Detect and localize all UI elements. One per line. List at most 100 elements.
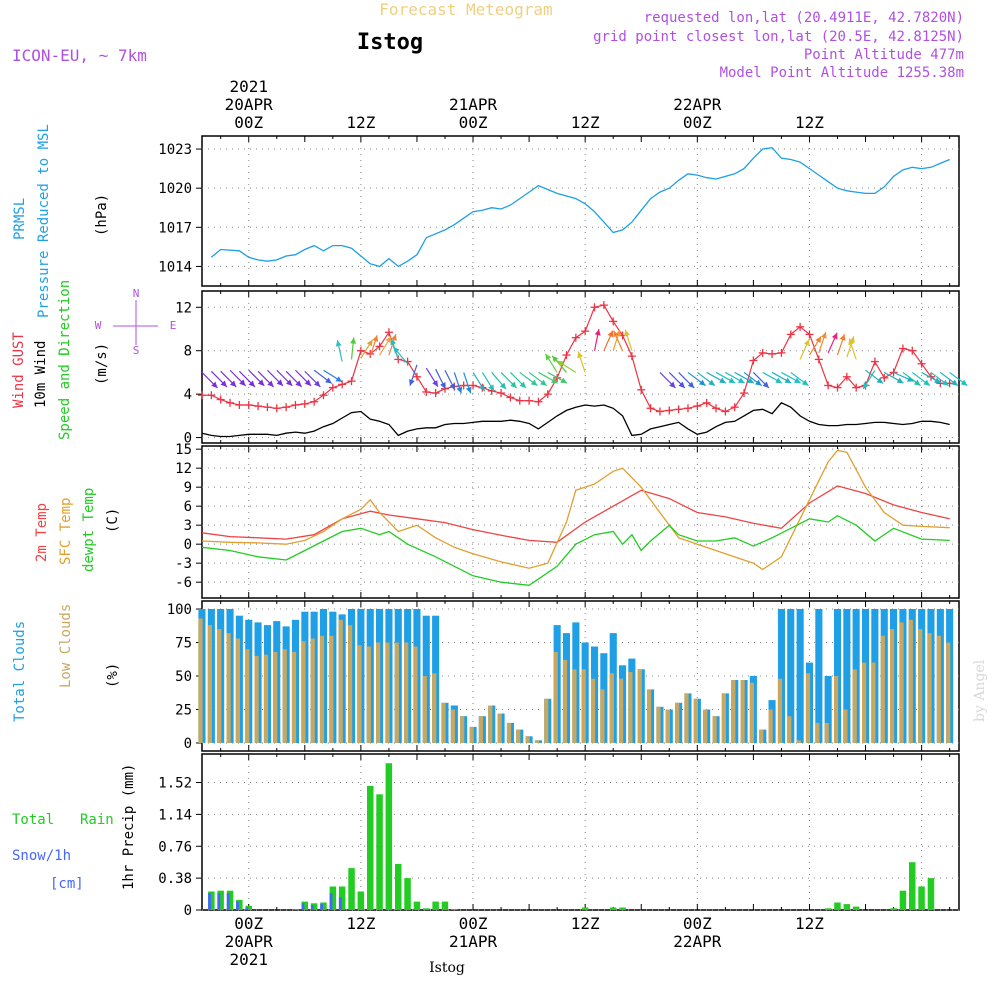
- gust-marker: [366, 349, 375, 358]
- gust-marker: [683, 404, 692, 413]
- gust-marker: [543, 390, 552, 399]
- gust-marker: [768, 349, 777, 358]
- gust-marker: [880, 373, 889, 382]
- wind-speed-dir-label: Speed and Direction: [57, 280, 73, 440]
- rain-bar: [208, 891, 215, 910]
- low-cloud-bar: [329, 635, 334, 743]
- snow-bar: [320, 904, 323, 910]
- wind-arrow: [257, 370, 275, 388]
- wind-arrow: [444, 369, 456, 391]
- wind-arrow: [781, 371, 801, 384]
- gust-marker: [216, 395, 225, 404]
- wind-arrow: [491, 372, 507, 390]
- rain-bar: [292, 909, 299, 910]
- precip-labels: Total Rain Snow/1h [cm] 1hr Precip (mm): [12, 764, 137, 892]
- wind-arrow-head: [876, 377, 884, 384]
- wind-arrow-head: [552, 355, 559, 363]
- gust-marker: [226, 398, 235, 407]
- wind-arrow: [201, 372, 218, 389]
- wind-arrow-head: [699, 379, 706, 386]
- wind-arrow: [276, 369, 293, 387]
- wind-arrow-head: [848, 338, 854, 346]
- gust-marker: [646, 404, 655, 413]
- snow-bar: [245, 907, 249, 910]
- top-time-label: 12Z: [571, 113, 600, 132]
- temp-sfc-line: [201, 449, 950, 571]
- low-cloud-bar: [591, 678, 596, 743]
- total-rain-label-1: Total: [12, 812, 54, 828]
- rain-bar: [357, 891, 365, 910]
- gust-marker: [674, 405, 683, 414]
- wind-arrow-head: [295, 380, 302, 387]
- low-cloud-bar: [226, 633, 231, 743]
- low-cloud-bar: [301, 641, 306, 743]
- wind-arrow-head: [863, 382, 869, 389]
- wind-arrow-head: [456, 386, 463, 394]
- wind-arrow-head: [551, 377, 558, 384]
- low-cloud-bar: [291, 651, 297, 743]
- temp-labels: 2m Temp SFC Temp dewpt Temp (C): [34, 488, 121, 572]
- gust-marker: [852, 383, 861, 392]
- gust-marker: [506, 393, 515, 402]
- wind-arrow-head: [803, 339, 810, 346]
- compass-legend: N S W E: [95, 287, 177, 357]
- gust-marker: [749, 356, 758, 365]
- y-tick-label: 6: [184, 499, 192, 515]
- wind-arrow: [939, 371, 959, 387]
- y-tick-label: 1023: [158, 142, 192, 158]
- low-cloud-bar: [703, 709, 708, 743]
- wind-arrow: [509, 372, 527, 389]
- wind-arrow: [734, 371, 755, 384]
- wind-arrow-head: [923, 379, 930, 386]
- rain-bar: [909, 862, 916, 910]
- gust-marker: [263, 403, 272, 412]
- top-time-label: 00Z: [459, 113, 488, 132]
- wind-arrow-head: [220, 380, 227, 387]
- wind-arrow: [266, 369, 284, 387]
- y-tick-label: 1020: [158, 181, 192, 197]
- low-cloud-bar: [394, 642, 399, 743]
- gust-marker: [571, 333, 580, 342]
- low-cloud-bar: [637, 669, 642, 743]
- wind-arrow: [220, 370, 237, 388]
- bottom-time-label: 2021: [229, 950, 268, 969]
- wind-arrow-head: [719, 377, 726, 384]
- wind-arrow: [715, 371, 736, 384]
- wind-arrow: [435, 368, 447, 390]
- gust-marker: [637, 385, 646, 394]
- wind-arrow: [538, 371, 558, 384]
- wind-arrow-head: [286, 379, 293, 386]
- low-cloud-bar: [553, 651, 558, 743]
- gust-marker: [347, 377, 356, 386]
- wind-arrow-head: [669, 381, 676, 388]
- plot-area: 101410171020102304812-6-3036912150255075…: [158, 77, 968, 969]
- wind-arrow: [624, 329, 633, 351]
- rain-bar: [376, 794, 383, 910]
- low-cloud-bar: [712, 716, 717, 743]
- pressure-labels: PRMSL Pressure Reduced to MSL (hPa): [12, 124, 110, 318]
- low-cloud-bar: [656, 706, 661, 743]
- low-cloud-bar: [862, 662, 867, 743]
- wind-labels: Wind GUST 10m Wind Speed and Direction (…: [11, 280, 176, 440]
- y-tick-label: 9: [184, 480, 192, 496]
- wind-arrow: [210, 370, 228, 388]
- wind-arrow: [248, 369, 265, 387]
- y-tick-label: 1.52: [158, 776, 192, 792]
- cloud-labels: Total Clouds Low Clouds (%): [12, 604, 121, 722]
- low-cloud-bar: [478, 716, 483, 743]
- wind-10m-label: 10m Wind: [33, 341, 49, 408]
- low-cloud-bar: [946, 642, 951, 743]
- temp-sfc-label: SFC Temp: [58, 498, 74, 565]
- wind-arrow: [238, 370, 256, 388]
- low-cloud-bar: [787, 716, 792, 743]
- wind-arrow-head: [775, 377, 782, 384]
- low-cloud-bar: [834, 676, 839, 743]
- wind-arrow: [379, 336, 392, 356]
- wind-arrow: [472, 372, 486, 392]
- wind-arrow-head: [257, 379, 265, 386]
- top-time-label: 21APR: [449, 95, 498, 114]
- low-cloud-bar: [805, 673, 811, 743]
- gust-marker: [833, 383, 842, 392]
- pressure-line: [210, 147, 950, 268]
- wind-arrow-head: [801, 379, 809, 386]
